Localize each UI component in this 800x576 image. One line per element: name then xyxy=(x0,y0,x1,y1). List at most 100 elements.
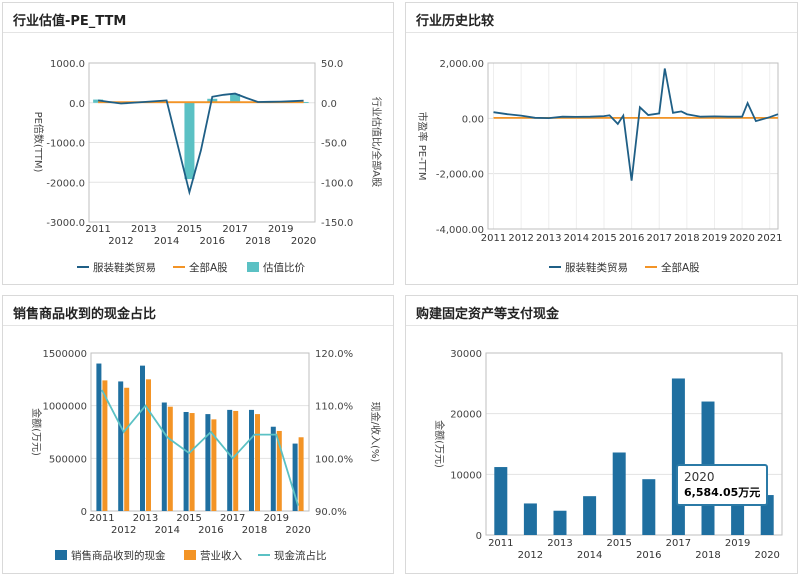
plot-frame xyxy=(90,352,310,512)
y-tick: -4,000.00 xyxy=(436,225,484,236)
bar-sales-cash xyxy=(227,409,233,511)
x-tick: 2019 xyxy=(725,538,750,549)
y-axis-label-left: 金额(万元) xyxy=(30,408,43,456)
legend-label: 全部A股 xyxy=(661,261,700,274)
x-tick: 2018 xyxy=(674,233,699,244)
tooltip-year: 2020 xyxy=(684,470,715,484)
bar-revenue xyxy=(233,410,239,511)
y-tick: 0 xyxy=(476,531,482,542)
panel-industry-history: 行业历史比较 2,000.00 0.00 -2,000.00 -4,000.00 市盈率… xyxy=(405,2,798,285)
x-tick: 2011 xyxy=(481,233,506,244)
x-tick: 2016 xyxy=(200,236,225,247)
bar-revenue xyxy=(102,380,108,511)
y-tick: 20000 xyxy=(450,410,482,421)
y-tick-right: 50.0 xyxy=(321,59,343,70)
bar-fixed-asset-cash xyxy=(671,378,685,535)
legend-swatch-box xyxy=(55,550,67,560)
panel-sales-cash-ratio: 销售商品收到的现金占比 1500000 1000000 500000 0 120.0% 1… xyxy=(2,295,394,574)
bar-valuation-ratio xyxy=(230,94,241,103)
series-line-industry xyxy=(97,92,304,196)
chart-sales-cash-ratio: 1500000 1000000 500000 0 120.0% 110.0% 100.0% 9… xyxy=(30,349,382,562)
bar-sales-cash xyxy=(292,443,298,511)
y-tick: 0.00 xyxy=(462,114,484,125)
x-tick: 2016 xyxy=(198,525,223,536)
y-tick-right: 100.0% xyxy=(315,454,353,465)
y-axis-label: 金额(万元) xyxy=(433,420,446,468)
x-tick: 2017 xyxy=(222,224,247,235)
x-tick: 2014 xyxy=(564,233,589,244)
x-tick: 2011 xyxy=(85,224,110,235)
bar-fixed-asset-cash xyxy=(523,503,537,535)
y-tick-right: -100.0 xyxy=(321,178,353,189)
panel-industry-valuation: 行业估值-PE_TTM 1000.0 0.0 -1000.0 -2000.0 -3000… xyxy=(2,2,394,285)
tooltip-value: 6,584.05万元 xyxy=(684,486,761,499)
bar-revenue xyxy=(276,430,282,511)
panel-title: 行业估值-PE_TTM xyxy=(3,3,393,33)
bar-valuation-ratio xyxy=(184,102,195,180)
y-tick: 30000 xyxy=(450,349,482,360)
x-tick: 2012 xyxy=(111,525,136,536)
legend-swatch-box xyxy=(184,550,196,560)
bar-fixed-asset-cash xyxy=(642,479,656,535)
bar-sales-cash xyxy=(205,414,211,511)
panel-title: 购建固定资产等支付现金 xyxy=(406,296,797,326)
y-tick-left: 1000000 xyxy=(42,402,87,413)
bar-revenue xyxy=(211,419,217,511)
legend-label: 服装鞋类贸易 xyxy=(565,261,628,274)
legend-label: 服装鞋类贸易 xyxy=(93,261,156,274)
legend-label: 估值比价 xyxy=(263,261,305,274)
bar-fixed-asset-cash xyxy=(494,467,508,535)
y-tick-left: 0.0 xyxy=(69,99,85,110)
x-tick: 2013 xyxy=(536,233,561,244)
y-tick-right: 0.0 xyxy=(321,99,337,110)
plot-frame xyxy=(485,352,783,536)
bar-revenue xyxy=(255,414,260,511)
legend-swatch-box xyxy=(247,262,259,272)
bar-revenue xyxy=(167,406,173,511)
x-tick: 2019 xyxy=(268,224,293,235)
x-tick: 2015 xyxy=(177,224,202,235)
bar-revenue xyxy=(146,379,151,511)
panel-fixed-asset-cash: 购建固定资产等支付现金 30000 20000 10000 0 金额(万元) 2011 20… xyxy=(405,295,798,574)
x-tick: 2017 xyxy=(647,233,672,244)
bar-revenue xyxy=(124,387,130,511)
bar-sales-cash xyxy=(118,381,124,511)
chart-fixed-asset-cash: 30000 20000 10000 0 金额(万元) 2011 2012 2013 2014 20… xyxy=(433,349,783,561)
legend-label: 全部A股 xyxy=(189,261,228,274)
bar-sales-cash xyxy=(161,402,167,511)
series-line-cash-ratio xyxy=(101,389,299,506)
chart-tooltip: 2020 6,584.05万元 xyxy=(676,464,769,506)
y-tick-left: 0 xyxy=(81,507,87,518)
y-tick: 10000 xyxy=(450,470,482,481)
x-tick: 2012 xyxy=(518,550,543,561)
x-tick: 2015 xyxy=(606,538,631,549)
panel-title: 销售商品收到的现金占比 xyxy=(3,296,393,326)
bar-sales-cash xyxy=(140,365,145,511)
x-tick: 2014 xyxy=(154,236,179,247)
plot-frame xyxy=(487,62,779,230)
y-tick-right: -150.0 xyxy=(321,218,353,229)
y-axis-label-right: 现金/收入(%) xyxy=(369,402,382,463)
bar-revenue xyxy=(189,413,195,511)
x-tick: 2018 xyxy=(245,236,270,247)
y-tick-right: 90.0% xyxy=(315,507,347,518)
x-tick: 2020 xyxy=(729,233,754,244)
y-tick: 2,000.00 xyxy=(439,59,484,70)
y-tick-left: 1000.0 xyxy=(50,59,85,70)
bar-fixed-asset-cash xyxy=(553,510,567,535)
bar-revenue xyxy=(298,437,304,511)
bar-sales-cash xyxy=(249,409,254,511)
bar-sales-cash xyxy=(270,426,276,511)
legend-label: 现金流占比 xyxy=(274,549,327,562)
y-tick-left: -2000.0 xyxy=(46,178,85,189)
bar-fixed-asset-cash xyxy=(612,452,626,535)
x-tick: 2012 xyxy=(508,233,533,244)
y-tick-left: -1000.0 xyxy=(46,139,85,150)
y-tick-left: -3000.0 xyxy=(46,218,85,229)
bar-fixed-asset-cash xyxy=(583,496,597,535)
panel-title: 行业历史比较 xyxy=(406,3,797,33)
x-tick: 2021 xyxy=(757,233,782,244)
x-tick: 2018 xyxy=(695,550,720,561)
x-tick: 2013 xyxy=(131,224,156,235)
y-tick: -2,000.00 xyxy=(436,170,484,181)
